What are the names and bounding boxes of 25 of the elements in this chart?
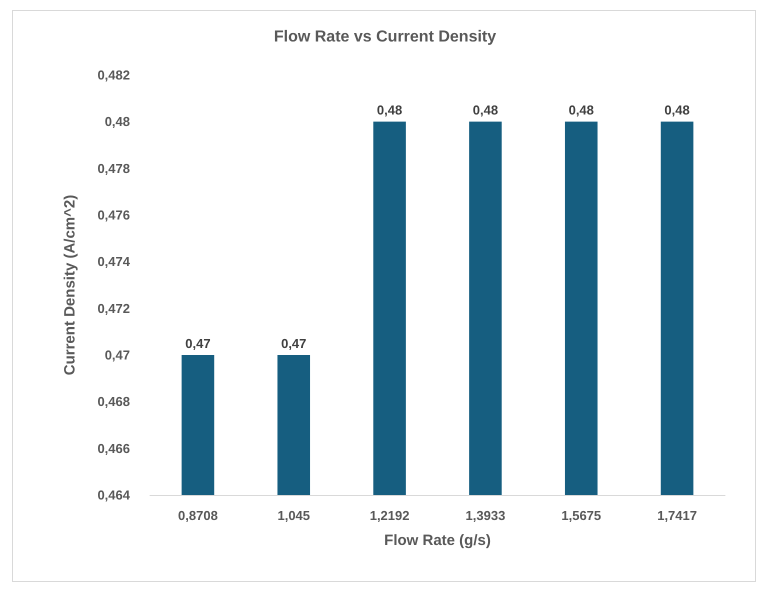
x-tick-label: 0,8708 xyxy=(178,508,218,523)
y-axis-title: Current Density (A/cm^2) xyxy=(62,194,78,376)
data-label: 0,48 xyxy=(376,102,402,118)
data-label: 0,47 xyxy=(185,336,211,351)
data-label: 0,48 xyxy=(664,102,690,118)
y-tick-label: 0,48 xyxy=(104,114,130,130)
x-tick-label: 1,7417 xyxy=(657,508,697,523)
x-tick-label: 1,3933 xyxy=(466,508,506,523)
x-tick-label: 1,5675 xyxy=(561,508,602,523)
y-tick-label: 0,482 xyxy=(97,68,130,82)
x-tick-label: 1,045 xyxy=(277,508,310,523)
y-tick-label: 0,472 xyxy=(97,300,130,316)
chart-title: Flow Rate vs Current Density xyxy=(274,28,496,46)
y-tick-label: 0,474 xyxy=(97,254,131,270)
data-label: 0,48 xyxy=(472,102,498,118)
x-axis-title: Flow Rate (g/s) xyxy=(384,532,491,549)
data-label: 0,48 xyxy=(568,102,594,118)
y-tick-label: 0,476 xyxy=(97,208,130,222)
x-tick-label: 1,2192 xyxy=(370,508,410,523)
data-label: 0,47 xyxy=(281,336,306,351)
y-tick-label: 0,464 xyxy=(97,488,131,502)
y-tick-label: 0,468 xyxy=(97,394,130,410)
y-tick-label: 0,478 xyxy=(97,160,130,176)
y-tick-label: 0,47 xyxy=(104,348,130,362)
y-tick-label: 0,466 xyxy=(97,440,130,456)
